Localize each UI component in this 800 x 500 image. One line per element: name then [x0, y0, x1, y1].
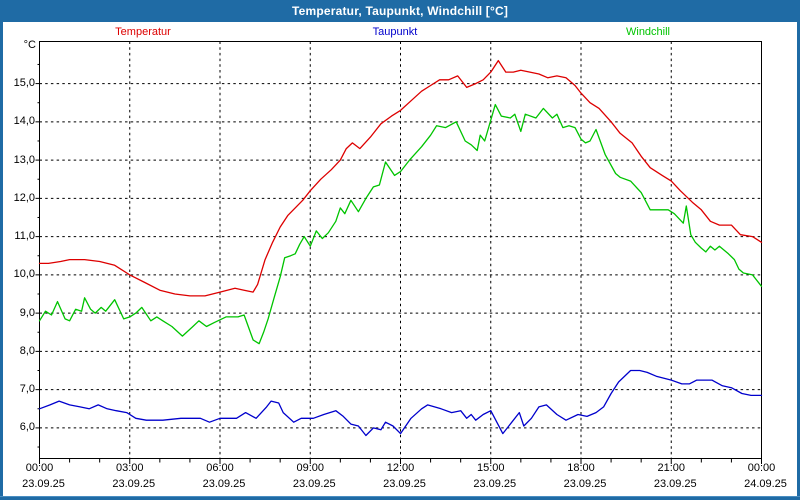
y-tick-label-11,0: 11,0 [14, 230, 35, 243]
legend-label-temperatur: Temperatur [115, 26, 171, 38]
temperatur-line [38, 59, 763, 297]
legend-label-taupunkt: Taupunkt [372, 26, 418, 38]
x-tick-date-23.09.25: 23.09.25 [473, 478, 517, 490]
window-frame-left [0, 0, 3, 500]
x-tick-time-12:00: 12:00 [386, 462, 415, 474]
x-tick-time-21:00: 21:00 [657, 462, 686, 474]
window-frame-right [797, 0, 800, 500]
x-tick-date-23.09.25: 23.09.25 [563, 478, 607, 490]
y-tick-label-12,0: 12,0 [13, 191, 35, 204]
y-tick-label-15,0: 15,0 [13, 77, 35, 90]
window-title: Temperatur, Taupunkt, Windchill [°C] [291, 4, 509, 18]
y-tick-label-14,0: 14,0 [13, 115, 35, 128]
y-tick-label-13,0: 13,0 [13, 153, 35, 166]
x-tick-date-23.09.25: 23.09.25 [292, 478, 336, 490]
window-frame-bottom [0, 496, 800, 500]
x-tick-time-00:00: 00:00 [747, 462, 776, 474]
x-tick-time-15:00: 15:00 [476, 462, 505, 474]
x-tick-date-23.09.25: 23.09.25 [202, 478, 246, 490]
y-tick-label-8,0: 8,0 [19, 344, 35, 357]
x-tick-date-23.09.25: 23.09.25 [653, 478, 697, 490]
y-axis-unit-label: °C [23, 39, 36, 51]
x-tick-time-00:00: 00:00 [25, 462, 54, 474]
x-tick-time-06:00: 06:00 [206, 462, 234, 474]
x-tick-time-18:00: 18:00 [567, 462, 595, 474]
y-tick-label-6,0: 6,0 [19, 421, 35, 434]
x-tick-date-23.09.25: 23.09.25 [383, 478, 426, 490]
x-tick-date-23.09.25: 23.09.25 [22, 478, 65, 490]
window-titlebar: Temperatur, Taupunkt, Windchill [°C] [0, 0, 800, 22]
x-tick-date-24.09.25: 24.09.25 [744, 478, 787, 490]
legend-label-windchill: Windchill [625, 26, 671, 38]
windchill-line [38, 103, 763, 345]
x-tick-date-23.09.25: 23.09.25 [112, 478, 156, 490]
x-tick-time-03:00: 03:00 [115, 462, 144, 474]
y-tick-label-7,0: 7,0 [19, 383, 35, 396]
y-tick-label-9,0: 9,0 [19, 306, 35, 319]
taupunkt-line [38, 369, 763, 437]
x-tick-time-09:00: 09:00 [296, 462, 325, 474]
y-tick-label-10,0: 10,0 [13, 268, 35, 281]
